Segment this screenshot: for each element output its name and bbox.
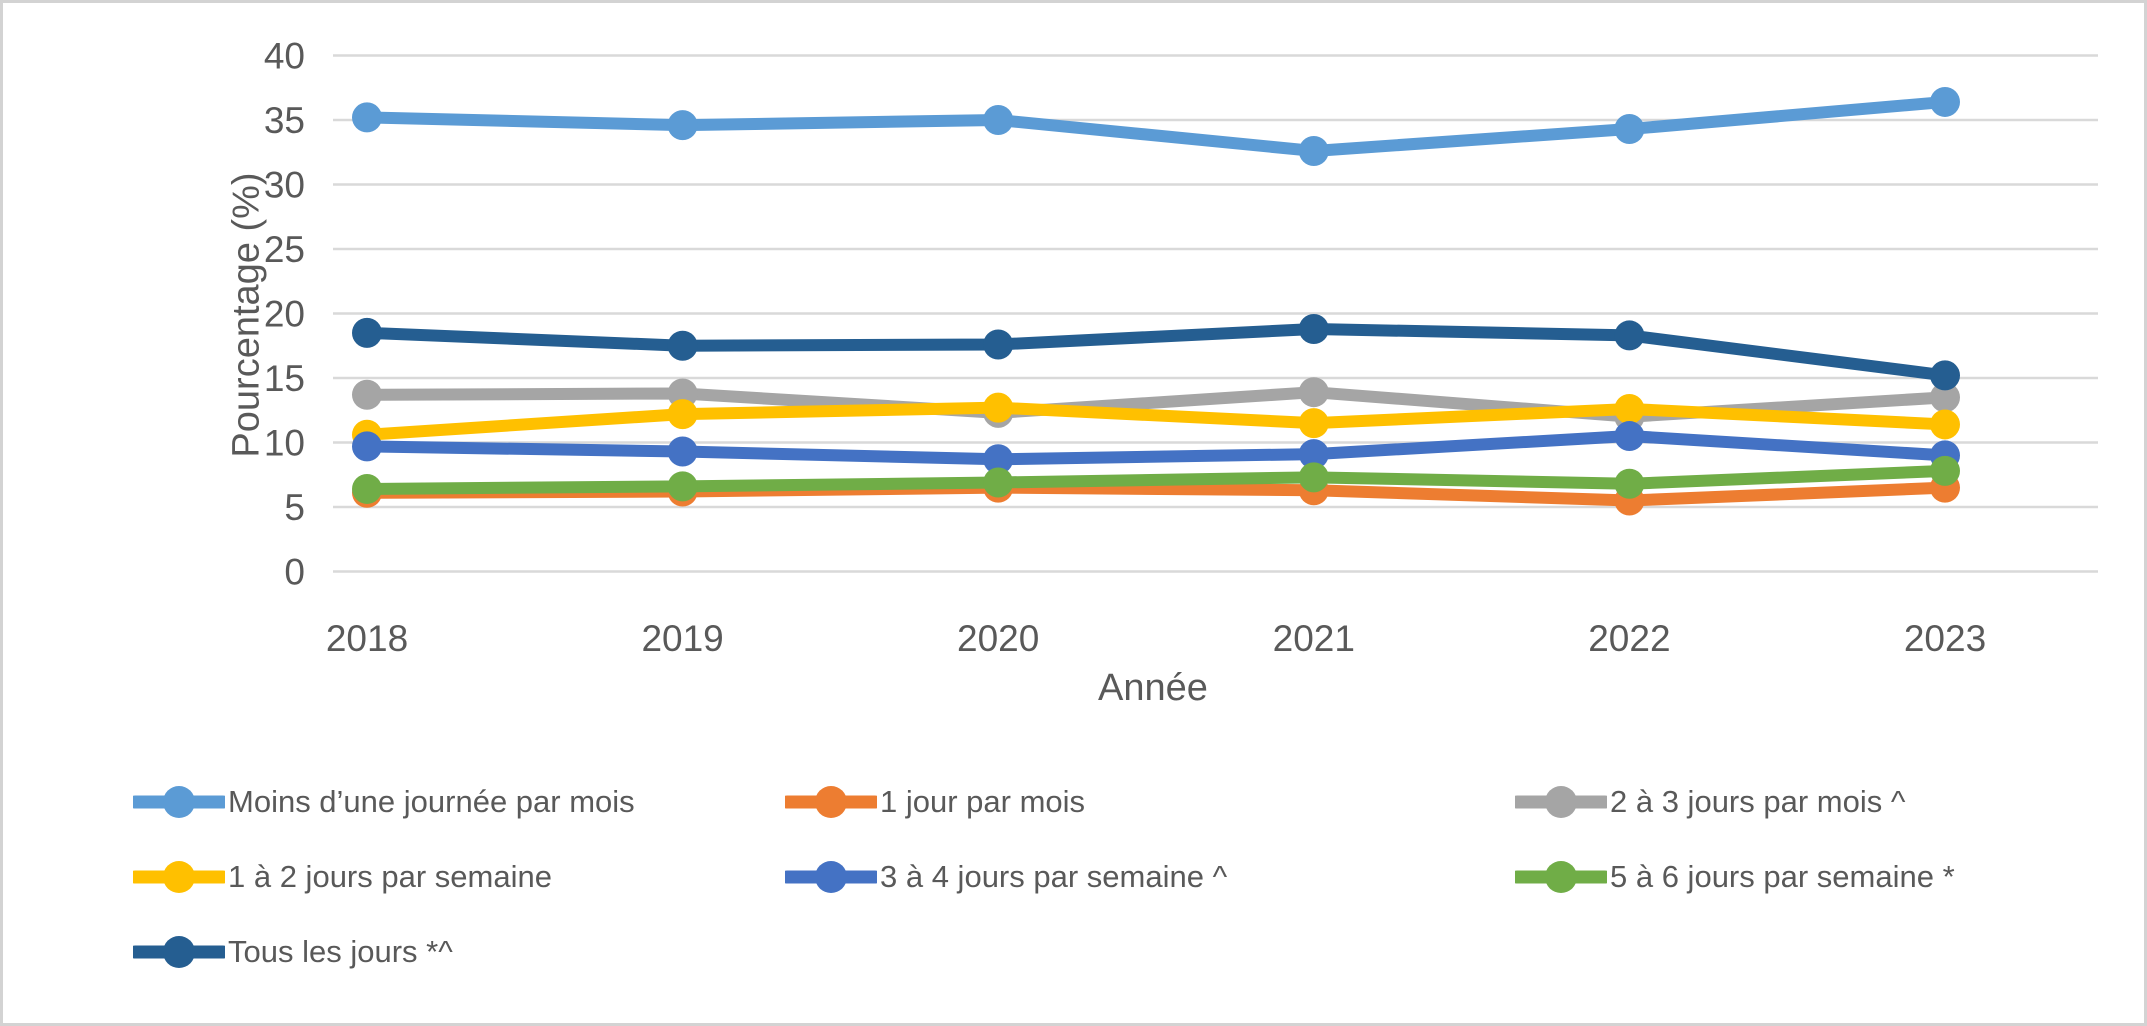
data-point [983,392,1014,423]
legend-line-marker-icon [785,786,877,818]
data-point [1298,439,1329,470]
y-tick-label: 0 [284,552,305,593]
x-tick-label: 2020 [957,618,1039,659]
data-point [1298,135,1329,166]
data-point [1930,86,1960,117]
legend-item: 5 à 6 jours par semaine * [1515,853,2104,901]
y-axis-title: Pourcentage (%) [225,172,268,458]
x-axis-title: Année [1098,667,1208,709]
data-point [667,399,698,430]
y-tick-label: 40 [264,36,305,77]
y-tick-label: 25 [264,229,305,270]
legend-dot [163,786,195,818]
legend-item: 2 à 3 jours par mois ^ [1515,778,2104,826]
series-line-7 [361,322,1951,382]
data-point [1930,455,1960,486]
legend-label: 1 à 2 jours par semaine [228,859,552,894]
legend-item: Tous les jours *^ [133,928,785,976]
x-tick-label: 2022 [1588,618,1670,659]
data-point [1930,360,1960,391]
x-tick-label: 2023 [1904,618,1986,659]
data-point [667,436,698,467]
series-line-4 [361,401,1951,441]
plot-area: 0 5 10 15 20 25 30 35 40 2018 2019 2020 2021 2022 2023 [264,36,2098,659]
legend-dot [815,786,847,818]
legend-dot [163,936,195,968]
data-point [1930,382,1960,413]
series-line-1 [361,95,1951,157]
data-point [1614,393,1645,424]
x-tick-label: 2021 [1273,618,1355,659]
data-point [1614,421,1645,452]
data-point [1298,462,1329,493]
legend-dot [163,861,195,893]
x-tick-label: 2018 [326,618,408,659]
legend-label: 5 à 6 jours par semaine * [1610,859,1955,894]
chart-legend: Moins d’une journée par mois 1 jour par m… [133,778,2104,976]
y-tick-label: 5 [284,487,305,528]
data-point [1298,313,1329,344]
legend-item: 1 à 2 jours par semaine [133,853,785,901]
legend-line-marker-icon [1515,861,1607,893]
legend-label: 3 à 4 jours par semaine ^ [880,859,1228,894]
data-point [352,317,382,348]
data-point [983,444,1014,475]
data-point [352,379,382,410]
data-point [983,329,1014,360]
data-point [1614,320,1645,351]
data-point [352,473,382,504]
y-tick-label: 15 [264,358,305,399]
legend-item: Moins d’une journée par mois [133,778,785,826]
data-point [667,330,698,361]
series-line-6 [361,464,1951,495]
legend-line-marker-icon [785,861,877,893]
legend-line-marker-icon [133,786,225,818]
data-point [1298,408,1329,439]
data-point [352,431,382,462]
data-point [983,467,1014,498]
legend-label: 1 jour par mois [880,784,1086,819]
y-tick-label: 20 [264,294,305,335]
data-point [1298,377,1329,408]
data-point [1614,468,1645,499]
legend-item: 1 jour par mois [785,778,1515,826]
y-tick-label: 10 [264,423,305,464]
legend-label: Moins d’une journée par mois [228,784,635,819]
y-tick-label: 30 [264,165,305,206]
data-point [667,378,698,409]
legend-line-marker-icon [1515,786,1607,818]
legend-dot [1545,861,1577,893]
legend-label: Tous les jours *^ [228,934,453,969]
legend-item: 3 à 4 jours par semaine ^ [785,853,1515,901]
legend-label: 2 à 3 jours par mois ^ [1610,784,1906,819]
data-point [1614,114,1645,145]
series-line-5 [361,430,1951,466]
data-point [352,102,382,133]
y-tick-label: 35 [264,100,305,141]
legend-dot [1545,786,1577,818]
x-tick-label: 2019 [641,618,723,659]
legend-line-marker-icon [133,936,225,968]
legend-dot [815,861,847,893]
data-point [1930,409,1960,440]
legend-line-marker-icon [133,861,225,893]
data-point [667,471,698,502]
data-point [983,105,1014,135]
data-point [667,110,698,141]
